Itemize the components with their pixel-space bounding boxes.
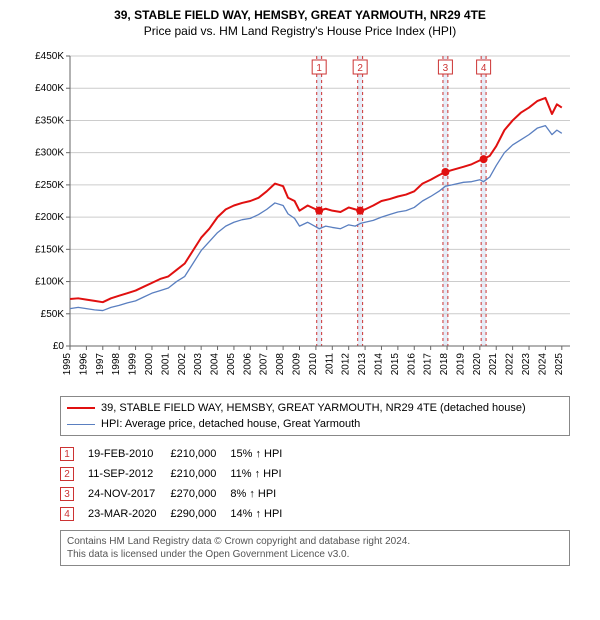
legend-swatch <box>67 407 95 409</box>
attribution-line2: This data is licensed under the Open Gov… <box>67 548 563 561</box>
transaction-marker: 2 <box>60 467 74 481</box>
svg-text:£350K: £350K <box>35 115 64 126</box>
svg-text:2007: 2007 <box>259 353 270 376</box>
svg-text:£200K: £200K <box>35 212 64 223</box>
svg-text:2019: 2019 <box>455 353 466 376</box>
svg-text:2006: 2006 <box>242 353 253 376</box>
transaction-date: 19-FEB-2010 <box>88 444 170 464</box>
svg-text:1996: 1996 <box>78 353 89 376</box>
svg-text:2009: 2009 <box>292 353 303 376</box>
svg-text:2023: 2023 <box>521 353 532 376</box>
attribution: Contains HM Land Registry data © Crown c… <box>60 530 570 566</box>
transaction-date: 11-SEP-2012 <box>88 464 170 484</box>
svg-text:£300K: £300K <box>35 148 64 159</box>
svg-text:2021: 2021 <box>488 353 499 376</box>
transaction-row: 3 24-NOV-2017£270,0008% ↑ HPI <box>60 484 296 504</box>
legend-label: 39, STABLE FIELD WAY, HEMSBY, GREAT YARM… <box>101 400 526 416</box>
legend: 39, STABLE FIELD WAY, HEMSBY, GREAT YARM… <box>60 396 570 436</box>
svg-text:2003: 2003 <box>193 353 204 376</box>
transaction-price: £270,000 <box>170 484 230 504</box>
svg-text:2004: 2004 <box>210 353 221 376</box>
chart-title: 39, STABLE FIELD WAY, HEMSBY, GREAT YARM… <box>10 8 590 22</box>
svg-text:£400K: £400K <box>35 83 64 94</box>
svg-text:£150K: £150K <box>35 244 64 255</box>
legend-item: HPI: Average price, detached house, Grea… <box>67 416 563 432</box>
svg-text:1995: 1995 <box>62 353 73 376</box>
transaction-row: 4 23-MAR-2020£290,00014% ↑ HPI <box>60 504 296 524</box>
transaction-row: 1 19-FEB-2010£210,00015% ↑ HPI <box>60 444 296 464</box>
svg-text:2002: 2002 <box>177 353 188 376</box>
transaction-price: £210,000 <box>170 464 230 484</box>
chart-container: 39, STABLE FIELD WAY, HEMSBY, GREAT YARM… <box>0 0 600 576</box>
svg-text:2005: 2005 <box>226 353 237 376</box>
svg-text:2018: 2018 <box>439 353 450 376</box>
svg-text:2017: 2017 <box>423 353 434 376</box>
svg-text:£250K: £250K <box>35 180 64 191</box>
svg-text:2014: 2014 <box>373 353 384 376</box>
legend-item: 39, STABLE FIELD WAY, HEMSBY, GREAT YARM… <box>67 400 563 416</box>
transaction-delta: 14% ↑ HPI <box>230 504 296 524</box>
svg-text:3: 3 <box>443 63 449 74</box>
transaction-delta: 11% ↑ HPI <box>230 464 296 484</box>
svg-text:2015: 2015 <box>390 353 401 376</box>
svg-text:1: 1 <box>316 63 322 74</box>
svg-text:2008: 2008 <box>275 353 286 376</box>
transactions-table: 1 19-FEB-2010£210,00015% ↑ HPI 2 11-SEP-201… <box>60 444 296 524</box>
svg-text:1998: 1998 <box>111 353 122 376</box>
attribution-line1: Contains HM Land Registry data © Crown c… <box>67 535 563 548</box>
transaction-marker: 1 <box>60 447 74 461</box>
svg-text:2016: 2016 <box>406 353 417 376</box>
svg-text:2010: 2010 <box>308 353 319 376</box>
transaction-price: £290,000 <box>170 504 230 524</box>
transaction-date: 23-MAR-2020 <box>88 504 170 524</box>
svg-text:£50K: £50K <box>41 309 65 320</box>
chart-svg: £0 £50K £100K £150K £200K £250K £300K £350K £400… <box>20 46 580 386</box>
svg-text:1997: 1997 <box>95 353 106 376</box>
svg-text:2011: 2011 <box>324 353 335 375</box>
chart-plot: £0 £50K £100K £150K £200K £250K £300K £350K £400… <box>20 46 580 386</box>
svg-text:£100K: £100K <box>35 277 64 288</box>
legend-swatch <box>67 424 95 425</box>
transaction-row: 2 11-SEP-2012£210,00011% ↑ HPI <box>60 464 296 484</box>
chart-subtitle: Price paid vs. HM Land Registry's House … <box>10 24 590 38</box>
svg-text:2020: 2020 <box>472 353 483 376</box>
svg-text:2022: 2022 <box>505 353 516 376</box>
transaction-marker: 4 <box>60 507 74 521</box>
svg-text:2001: 2001 <box>160 353 171 376</box>
svg-text:4: 4 <box>481 63 487 74</box>
svg-text:2013: 2013 <box>357 353 368 376</box>
svg-text:2: 2 <box>357 63 363 74</box>
transaction-date: 24-NOV-2017 <box>88 484 170 504</box>
svg-text:2024: 2024 <box>537 353 548 376</box>
transaction-price: £210,000 <box>170 444 230 464</box>
transaction-delta: 15% ↑ HPI <box>230 444 296 464</box>
svg-text:2025: 2025 <box>554 353 565 376</box>
svg-text:1999: 1999 <box>128 353 139 376</box>
transaction-marker: 3 <box>60 487 74 501</box>
transaction-delta: 8% ↑ HPI <box>230 484 296 504</box>
svg-text:£450K: £450K <box>35 51 64 62</box>
legend-label: HPI: Average price, detached house, Grea… <box>101 416 360 432</box>
svg-text:£0: £0 <box>53 341 65 352</box>
svg-text:2012: 2012 <box>341 353 352 376</box>
svg-text:2000: 2000 <box>144 353 155 376</box>
